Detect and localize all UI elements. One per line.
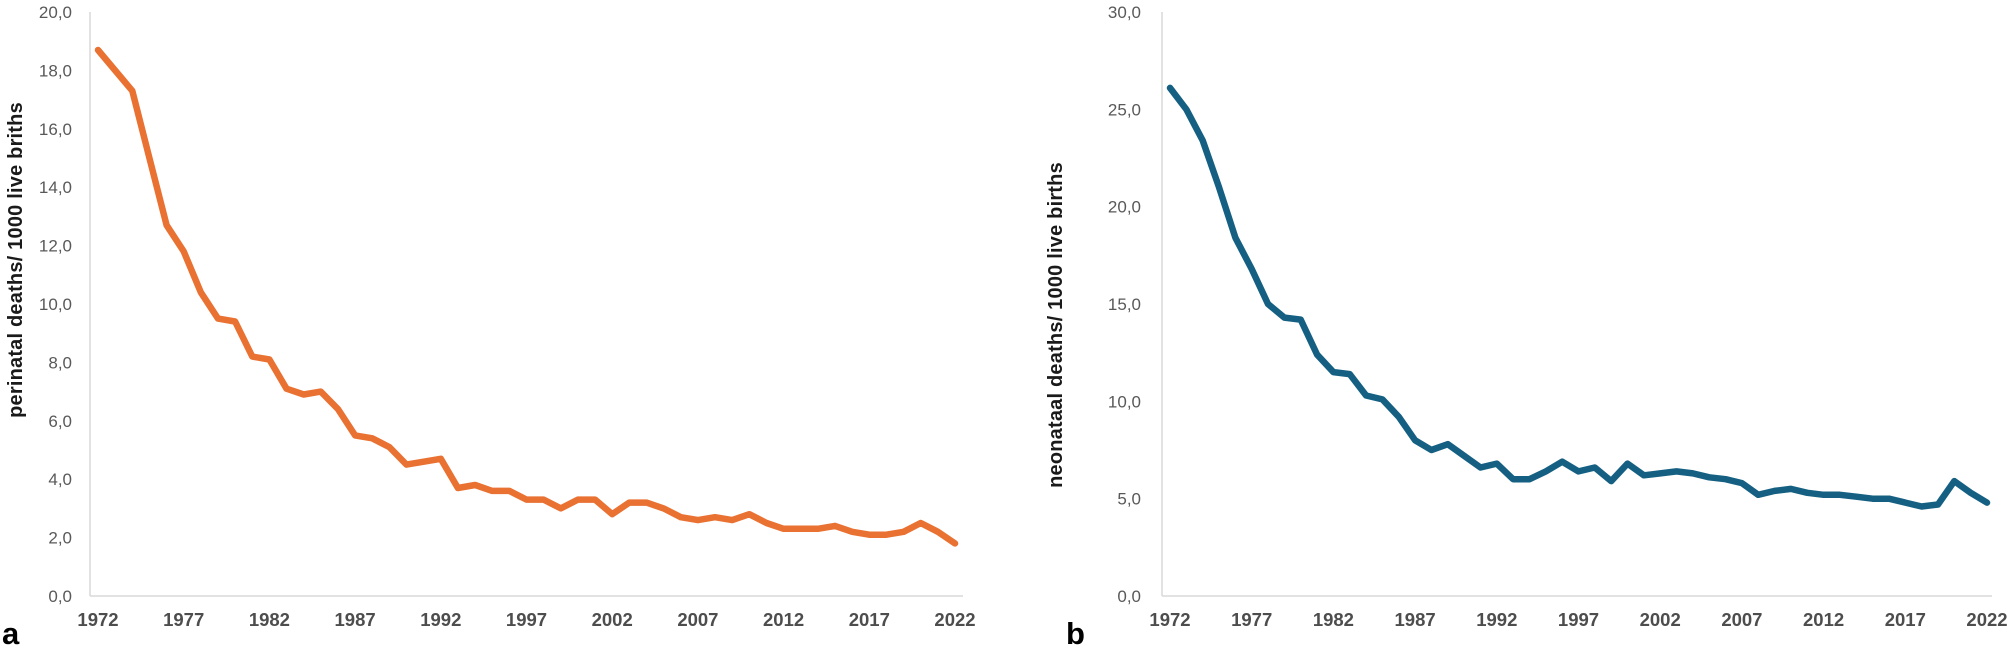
x-tick-label: 2012 <box>763 609 804 630</box>
x-tick-label: 2007 <box>677 609 718 630</box>
y-tick-label: 10,0 <box>1108 392 1141 411</box>
y-tick-label: 20,0 <box>1108 198 1141 217</box>
x-tick-label: 2002 <box>592 609 633 630</box>
x-tick-label: 2022 <box>934 609 975 630</box>
chart-panel-b: 0,0 5,0 10,0 15,0 20,0 25,0 30,0 1972 1977 1982 19… <box>1045 3 2008 650</box>
x-tick-label: 1982 <box>1313 609 1354 630</box>
x-tick-label: 1972 <box>1149 609 1190 630</box>
x-tick-label: 1992 <box>1476 609 1517 630</box>
x-tick-label: 1982 <box>249 609 290 630</box>
y-tick-label: 12,0 <box>39 237 72 256</box>
x-tick-label: 2007 <box>1721 609 1762 630</box>
y-tick-label: 8,0 <box>48 353 72 372</box>
y-tick-label: 10,0 <box>39 295 72 314</box>
x-tick-label: 2017 <box>849 609 890 630</box>
x-tick-label: 2017 <box>1885 609 1926 630</box>
chart-panel-a: 0,0 2,0 4,0 6,0 8,0 10,0 12,0 14,0 16,0 18,0 20,0 1… <box>2 3 976 650</box>
x-tick-label: 2012 <box>1803 609 1844 630</box>
y-tick-label: 30,0 <box>1108 3 1141 22</box>
panel-b-letter: b <box>1066 616 1085 650</box>
panel-b-y-axis-title: neonataal deaths/ 1000 live births <box>1045 162 1067 488</box>
panel-a-letter: a <box>2 616 20 650</box>
x-tick-label: 2022 <box>1966 609 2007 630</box>
y-tick-label: 0,0 <box>48 587 72 606</box>
y-tick-label: 25,0 <box>1108 100 1141 119</box>
y-tick-label: 4,0 <box>48 470 72 489</box>
panel-a-plot-area: 0,0 2,0 4,0 6,0 8,0 10,0 12,0 14,0 16,0 18,0 20,0 1… <box>39 3 976 630</box>
y-tick-label: 6,0 <box>48 412 72 431</box>
y-tick-label: 2,0 <box>48 529 72 548</box>
x-tick-label: 2002 <box>1640 609 1681 630</box>
series-line <box>1166 84 1991 510</box>
x-tick-label: 1997 <box>1558 609 1599 630</box>
x-tick-label: 1992 <box>420 609 461 630</box>
x-tick-label: 1977 <box>1231 609 1272 630</box>
y-tick-label: 0,0 <box>1117 587 1141 606</box>
x-tick-label: 1977 <box>163 609 204 630</box>
series-line <box>94 46 959 547</box>
y-tick-label: 18,0 <box>39 61 72 80</box>
x-tick-label: 1997 <box>506 609 547 630</box>
y-tick-label: 14,0 <box>39 178 72 197</box>
panel-b-plot-area: 0,0 5,0 10,0 15,0 20,0 25,0 30,0 1972 1977 1982 19… <box>1108 3 2008 630</box>
x-tick-label: 1987 <box>1395 609 1436 630</box>
panel-a-y-axis-title: perinatal deaths/ 1000 live briths <box>5 102 27 418</box>
x-tick-label: 1972 <box>77 609 118 630</box>
x-tick-label: 1987 <box>335 609 376 630</box>
y-tick-label: 15,0 <box>1108 295 1141 314</box>
y-tick-label: 5,0 <box>1117 490 1141 509</box>
y-tick-label: 16,0 <box>39 120 72 139</box>
y-tick-label: 20,0 <box>39 3 72 22</box>
